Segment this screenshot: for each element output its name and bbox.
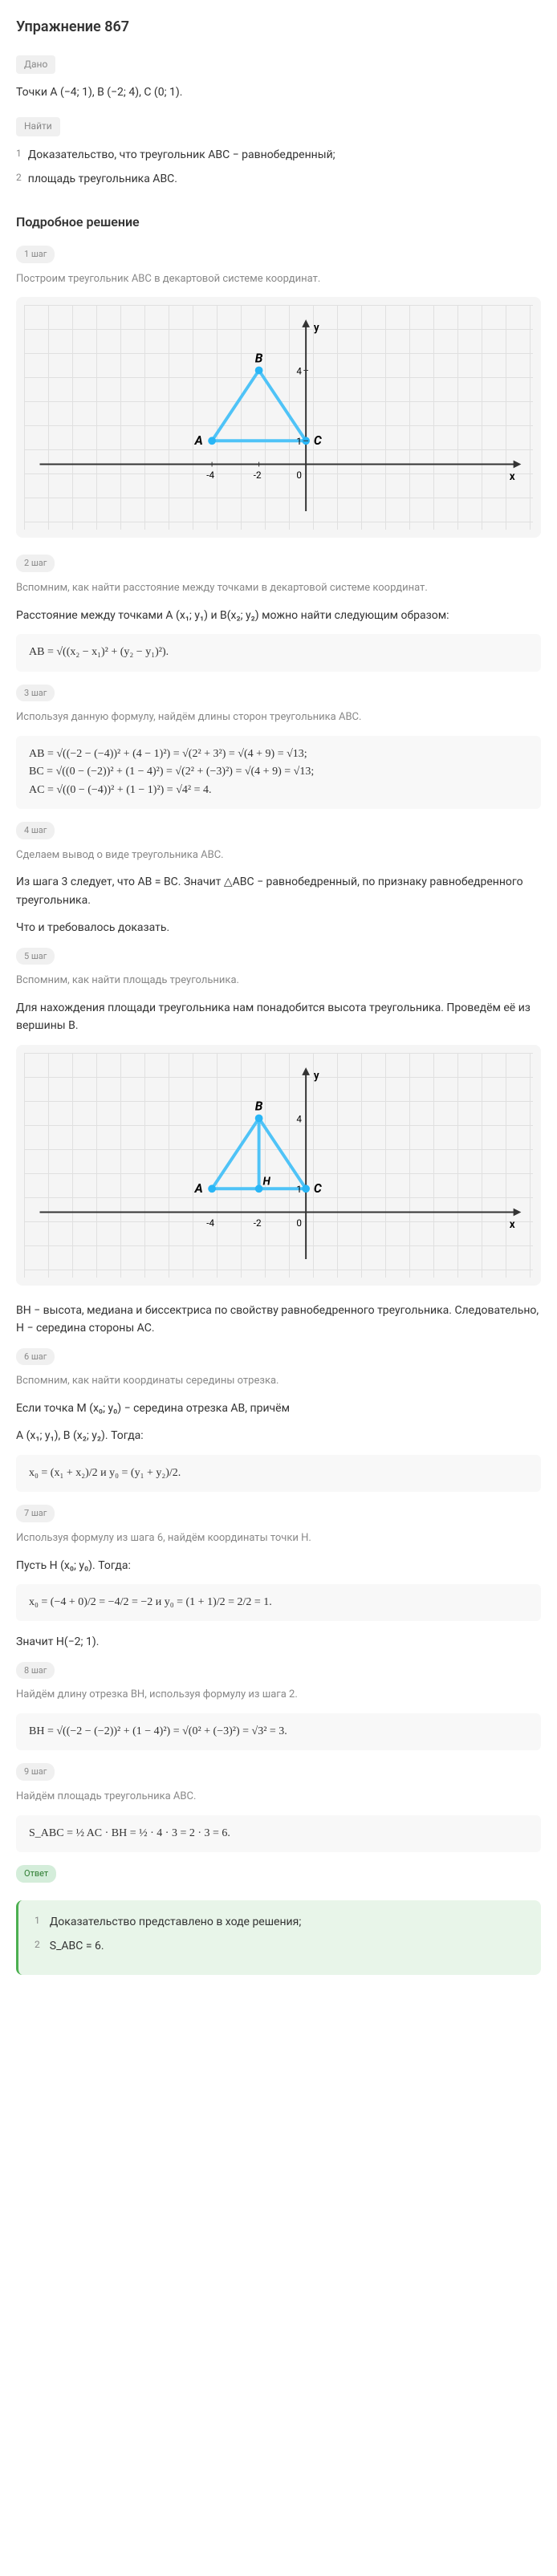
tick: 1 [296,436,302,447]
answer-num: 1 [35,1913,40,1931]
find-num: 2 [16,170,22,188]
step-desc: Найдём площадь треугольника ABC. [16,1789,541,1806]
step-badge: 7 шаг [16,1505,55,1522]
step-badge: 4 шаг [16,822,55,839]
point-b [255,367,263,375]
step-badge: 9 шаг [16,1763,55,1781]
label-c: C [314,433,322,448]
step-desc: Сделаем вывод о виде треугольника ABC. [16,847,541,864]
formula: AB = √((−2 − (−4))² + (4 − 1)²) = √(2² +… [16,736,541,809]
body-text: Пусть H (x₀; y₀). Тогда: [16,1557,541,1574]
given-label: Дано [16,55,55,74]
label-c: C [314,1181,322,1196]
find-text: Доказательство, что треугольник ABC − ра… [28,146,335,164]
step-desc: Вспомним, как найти координаты середины … [16,1373,541,1390]
x-label: x [510,1218,515,1231]
body-text: Для нахождения площади треугольника нам … [16,999,541,1035]
formula-line: BC = √((0 − (−2))² + (1 − 4)²) = √(2² + … [29,763,528,781]
formula: S_ABC = ½ AC · BH = ½ · 4 · 3 = 2 · 3 = … [16,1815,541,1852]
triangle [212,371,306,441]
label-b: B [255,351,263,366]
step-desc: Используя данную формулу, найдём длины с… [16,709,541,726]
y-label: y [314,322,319,335]
body-text: Что и требовалось доказать. [16,919,541,937]
step-badge: 3 шаг [16,685,55,702]
body-text: Если точка M (x₀; y₀) − середина отрезка… [16,1400,541,1417]
tick: 4 [296,1113,302,1124]
find-label: Найти [16,117,60,136]
x-arrow [514,461,522,469]
chart-1: y x A B C -4 -2 0 1 4 [16,297,541,538]
step-desc: Используя формулу из шага 6, найдём коор… [16,1530,541,1547]
formula-line: AB = √((−2 − (−4))² + (4 − 1)²) = √(2² +… [29,746,528,763]
body-text: Расстояние между точками A (x₁; y₁) и B(… [16,607,541,624]
tick: -2 [254,1217,262,1229]
body-text: Значит H(−2; 1). [16,1633,541,1651]
label-a: A [194,1181,203,1196]
step-badge: 6 шаг [16,1348,55,1366]
step-badge: 2 шаг [16,555,55,572]
x-label: x [510,470,515,483]
given-text: Точки A (−4; 1), B (−2; 4), C (0; 1). [16,83,541,101]
point-c [302,1184,310,1193]
step-badge: 8 шаг [16,1662,55,1680]
formula: AB = √((x₂ − x₁)² + (y₂ − y₁)²). [16,634,541,671]
answer-label: Ответ [16,1865,56,1883]
answer-item: 1 Доказательство представлено в ходе реш… [35,1913,525,1931]
label-a: A [194,433,203,448]
tick: 0 [296,469,302,481]
tick: 0 [296,1217,302,1229]
body-text: Из шага 3 следует, что AB = BC. Значит △… [16,873,541,909]
point-a [208,1184,216,1193]
answer-item: 2 S_ABC = 6. [35,1937,525,1955]
tick: 4 [296,366,302,377]
formula: x₀ = (x₁ + x₂)/2 и y₀ = (y₁ + y₂)/2. [16,1455,541,1492]
y-label: y [314,1070,319,1083]
find-item: 1 Доказательство, что треугольник ABC − … [16,146,541,164]
find-text: площадь треугольника ABC. [28,170,177,188]
body-text: A (x₁; y₁), B (x₂; y₂). Тогда: [16,1427,541,1444]
step-desc: Найдём длину отрезка BH, используя форму… [16,1687,541,1704]
tick: -2 [254,469,262,481]
answer-num: 2 [35,1937,40,1955]
solution-title: Подробное решение [16,212,541,233]
tick: 1 [296,1184,302,1195]
step-desc: Построим треугольник ABC в декартовой си… [16,271,541,288]
find-list: 1 Доказательство, что треугольник ABC − … [16,146,541,189]
chart-2: y x A B C H -4 -2 0 1 4 [16,1045,541,1286]
formula: BH = √((−2 − (−2))² + (1 − 4)²) = √(0² +… [16,1713,541,1750]
point-b [255,1114,263,1122]
step-badge: 5 шаг [16,948,55,965]
answer-box: 1 Доказательство представлено в ходе реш… [16,1900,541,1975]
step-badge: 1 шаг [16,246,55,263]
x-arrow [514,1208,522,1216]
tick: -4 [206,1217,214,1229]
step-desc: Вспомним, как найти расстояние между точ… [16,580,541,597]
label-b: B [255,1099,263,1114]
point-h [255,1184,263,1193]
label-h: H [262,1175,270,1188]
point-a [208,437,216,445]
body-text: BH − высота, медиана и биссектриса по св… [16,1302,541,1338]
y-arrow [302,319,310,327]
step-desc: Вспомним, как найти площадь треугольника… [16,973,541,989]
tick: -4 [206,469,214,481]
answer-text: S_ABC = 6. [50,1937,104,1955]
formula-line: AC = √((0 − (−4))² + (1 − 1)²) = √4² = 4… [29,782,528,799]
y-arrow [302,1067,310,1075]
formula: x₀ = (−4 + 0)/2 = −4/2 = −2 и y₀ = (1 + … [16,1584,541,1621]
find-num: 1 [16,146,22,164]
exercise-title: Упражнение 867 [16,16,541,39]
answer-text: Доказательство представлено в ходе решен… [50,1913,302,1931]
find-item: 2 площадь треугольника ABC. [16,170,541,188]
